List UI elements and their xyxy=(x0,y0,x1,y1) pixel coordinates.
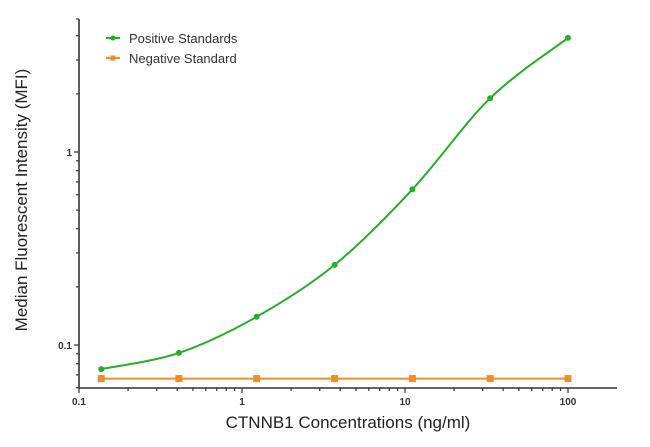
y-axis-label: Median Fluorescent Intensity (MFI) xyxy=(12,69,31,332)
series-layer xyxy=(97,34,572,383)
y-tick-label: 0.1 xyxy=(58,341,72,352)
positive-standards-point xyxy=(175,349,182,356)
negative-standard-point xyxy=(97,375,105,383)
positive-standards-point xyxy=(487,95,494,102)
negative-standard-point xyxy=(486,375,494,383)
positive-standards-point xyxy=(253,313,260,320)
x-tick-label: 1 xyxy=(239,397,245,408)
positive-standards-point xyxy=(565,34,571,41)
y-tick-label: 1 xyxy=(66,148,72,159)
positive-standards-point xyxy=(409,186,416,193)
x-tick-label: 100 xyxy=(560,397,577,408)
negative-standard-point xyxy=(564,375,572,383)
x-tick-label: 10 xyxy=(399,397,411,408)
positive-standards-point xyxy=(98,366,105,373)
negative-standard-point xyxy=(253,375,261,383)
legend-label: Negative Standard xyxy=(129,51,237,66)
axes: 0.1 1 0.1 1 10 100 xyxy=(58,18,617,408)
negative-standard-point xyxy=(331,375,339,383)
legend-marker-circle xyxy=(110,35,116,41)
legend: Positive Standards Negative Standard xyxy=(106,31,238,66)
positive-standards-curve xyxy=(101,37,569,371)
x-axis-label: CTNNB1 Concentrations (ng/ml) xyxy=(226,413,471,432)
negative-standard-point xyxy=(408,375,416,383)
legend-label: Positive Standards xyxy=(129,31,238,46)
negative-standard-point xyxy=(175,375,183,383)
x-tick-label: 0.1 xyxy=(72,397,86,408)
legend-marker-square xyxy=(110,55,116,61)
positive-standards-point xyxy=(331,261,338,268)
